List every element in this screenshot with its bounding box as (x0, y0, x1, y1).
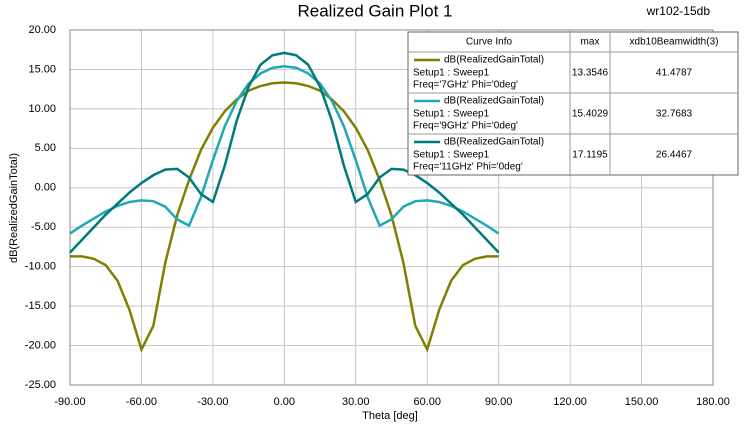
y-tick-label: -5.00 (31, 221, 56, 233)
y-tick-label: 20.00 (28, 24, 56, 36)
x-tick-label: 120.00 (553, 396, 587, 408)
legend-variation: Freq='7GHz' Phi='0deg' (413, 80, 518, 91)
series-line (70, 81, 499, 353)
x-tick-label: -60.00 (126, 396, 157, 408)
legend-beamwidth: 32.7683 (656, 109, 693, 120)
legend-header: xdb10Beamwidth(3) (630, 37, 719, 48)
series-line (69, 65, 500, 235)
legend-header: Curve Info (466, 37, 513, 48)
x-tick-label: 90.00 (485, 396, 513, 408)
x-tick-label: 150.00 (625, 396, 659, 408)
y-tick-label: -10.00 (25, 261, 56, 273)
legend-entry: dB(RealizedGainTotal) (444, 55, 544, 66)
legend-beamwidth: 41.4787 (656, 68, 693, 79)
y-tick-label: 5.00 (35, 142, 56, 154)
x-tick-label: -30.00 (197, 396, 228, 408)
x-axis-label: Theta [deg] (362, 410, 418, 422)
legend-variation: Freq='11GHz' Phi='0deg' (413, 162, 523, 173)
legend-entry: dB(RealizedGainTotal) (444, 96, 544, 107)
legend-variation: Freq='9GHz' Phi='0deg' (413, 121, 518, 132)
legend-setup: Setup1 : Sweep1 (413, 109, 490, 120)
legend-setup: Setup1 : Sweep1 (413, 68, 490, 79)
subtitle: wr102-15db (646, 4, 711, 18)
legend-beamwidth: 26.4467 (656, 150, 693, 161)
y-tick-label: 0.00 (35, 182, 56, 194)
plot-frame (69, 29, 714, 386)
legend-max: 17.1195 (572, 150, 608, 161)
legend-setup: Setup1 : Sweep1 (413, 150, 490, 161)
y-tick-label: 10.00 (28, 103, 56, 115)
x-tick-label: 30.00 (342, 396, 370, 408)
y-tick-label: 15.00 (28, 63, 56, 75)
x-tick-label: 0.00 (274, 396, 295, 408)
x-tick-label: -90.00 (54, 396, 85, 408)
y-tick-label: -20.00 (25, 339, 56, 351)
y-tick-label: -25.00 (25, 379, 56, 391)
legend-entry: dB(RealizedGainTotal) (444, 137, 544, 148)
legend-max: 13.3546 (572, 68, 609, 79)
legend-header: max (581, 37, 600, 48)
chart-title: Realized Gain Plot 1 (298, 1, 453, 20)
x-tick-label: 60.00 (413, 396, 441, 408)
y-tick-label: -15.00 (25, 300, 56, 312)
series-line (69, 51, 500, 254)
legend-box (407, 31, 739, 176)
legend-max: 15.4029 (572, 109, 609, 120)
y-axis-label: dB(RealizedGainTotal) (8, 153, 20, 263)
x-tick-label: 180.00 (696, 396, 730, 408)
